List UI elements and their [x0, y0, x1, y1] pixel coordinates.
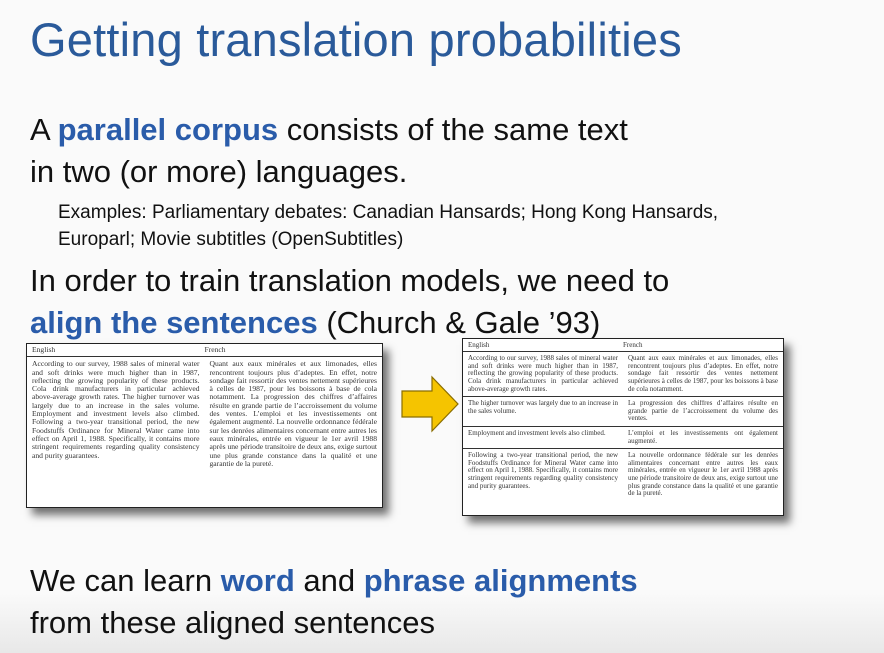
doc-header: English French — [27, 344, 382, 358]
phrase-alignments-term: phrase alignments — [363, 563, 638, 598]
text-segment: consists of the same text — [278, 112, 628, 147]
align-sentences-term: align the sentences — [30, 305, 318, 340]
english-sentence: Employment and investment levels also cl… — [468, 430, 606, 438]
examples-line-2: Europarl; Movie subtitles (OpenSubtitles… — [58, 229, 404, 250]
header-english: English — [468, 341, 490, 349]
french-sentence: La progression des chiffres d’affaires r… — [628, 400, 778, 423]
aligned-row: According to our survey, 1988 sales of m… — [463, 352, 783, 398]
aligned-row: Employment and investment levels also cl… — [463, 427, 783, 450]
examples-line-1: Examples: Parliamentary debates: Canadia… — [58, 202, 719, 223]
text-segment: and — [294, 563, 364, 598]
parallel-corpus-line-1: A parallel corpus consists of the same t… — [30, 112, 628, 148]
english-sentence: The higher turnover was largely due to a… — [468, 400, 618, 415]
french-sentence: La nouvelle ordonnance fédérale sur les … — [628, 452, 778, 498]
text-segment: We can learn — [30, 563, 221, 598]
english-sentence: According to our survey, 1988 sales of m… — [468, 355, 618, 393]
english-sentence: Following a two-year transitional period… — [468, 452, 618, 490]
english-text: According to our survey, 1988 sales of m… — [32, 360, 200, 460]
unaligned-document-figure: English French According to our survey, … — [26, 343, 383, 508]
alignment-line-1: In order to train translation models, we… — [30, 263, 670, 298]
doc-body: According to our survey, 1988 sales of m… — [27, 357, 382, 471]
parallel-corpus-line-2: in two (or more) languages. — [30, 154, 408, 189]
french-sentence: Quant aux eaux minérales et aux limonade… — [628, 355, 778, 393]
doc-header: English French — [463, 339, 783, 353]
parallel-corpus-term: parallel corpus — [57, 112, 279, 147]
right-arrow-icon — [401, 375, 459, 433]
french-text: Quant aux eaux minérales et aux limonade… — [209, 360, 378, 468]
french-sentence: L’emploi et les investissements ont égal… — [628, 430, 778, 445]
text-segment: A — [30, 112, 58, 147]
aligned-row: Following a two-year transitional period… — [463, 449, 783, 501]
aligned-row: The higher turnover was largely due to a… — [463, 397, 783, 428]
header-french: French — [204, 345, 226, 354]
alignment-line-2: align the sentences (Church & Gale ’93) — [30, 305, 600, 341]
bottom-shade — [0, 593, 884, 653]
learn-alignments-line-2: from these aligned sentences — [30, 605, 435, 640]
header-english: English — [32, 345, 56, 354]
header-french: French — [623, 341, 643, 349]
text-segment: (Church & Gale ’93) — [317, 305, 601, 340]
word-term: word — [220, 563, 295, 598]
slide-title: Getting translation probabilities — [30, 13, 682, 66]
aligned-document-figure: English French According to our survey, … — [462, 338, 784, 516]
learn-alignments-line-1: We can learn word and phrase alignments — [30, 563, 638, 599]
